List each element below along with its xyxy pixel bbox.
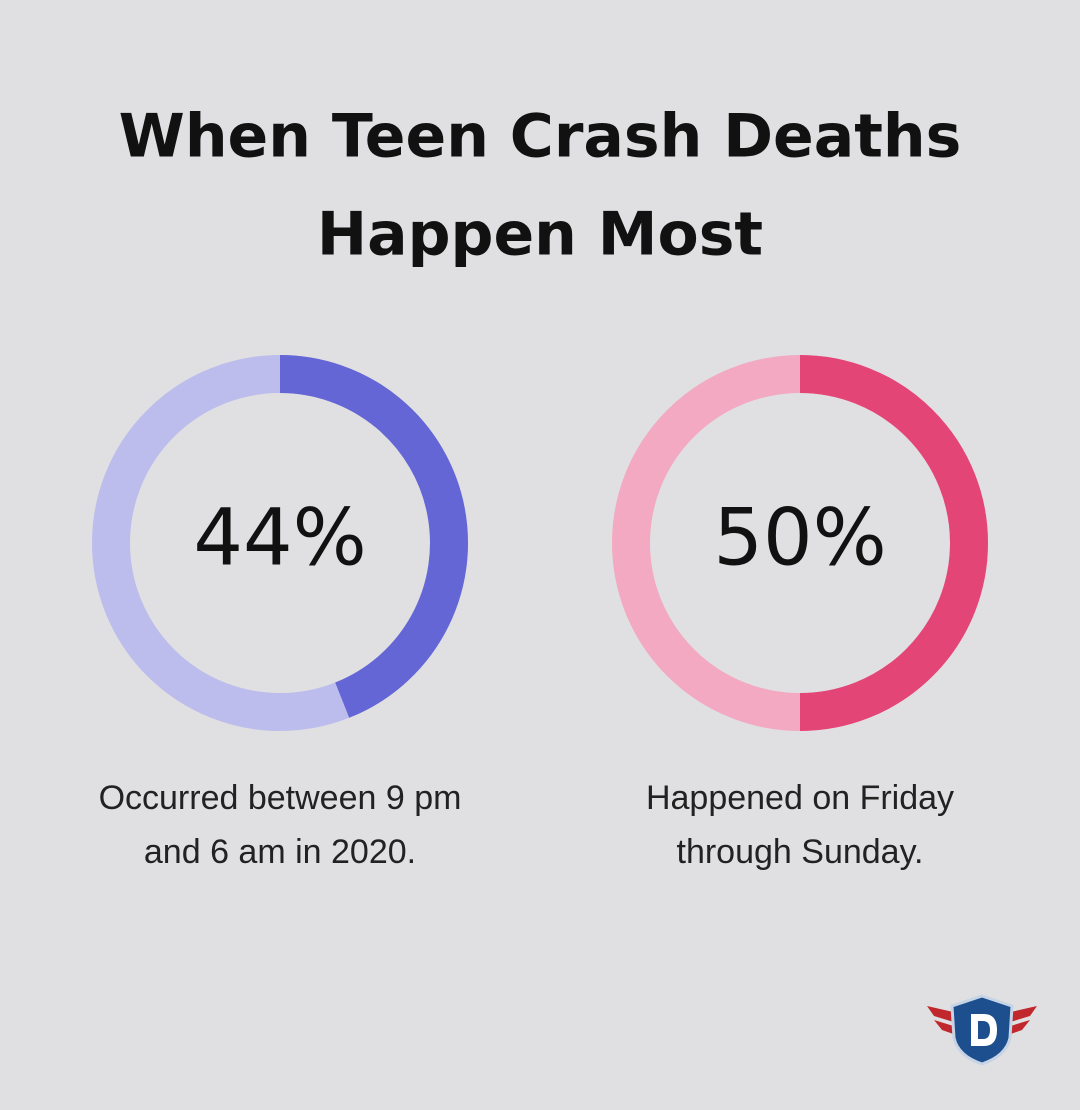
caption: Occurred between 9 pm bbox=[99, 779, 462, 817]
donut-arc bbox=[799, 355, 988, 731]
donut-arc bbox=[279, 355, 468, 718]
caption: through Sunday. bbox=[677, 833, 924, 871]
caption: and 6 am in 2020. bbox=[144, 833, 416, 871]
value-label: 44% bbox=[193, 493, 366, 583]
caption: Happened on Friday bbox=[646, 779, 954, 817]
title: Happen Most bbox=[317, 200, 763, 270]
logo bbox=[927, 994, 1037, 1066]
title: When Teen Crash Deaths bbox=[119, 102, 962, 172]
value-label: 50% bbox=[713, 493, 886, 583]
